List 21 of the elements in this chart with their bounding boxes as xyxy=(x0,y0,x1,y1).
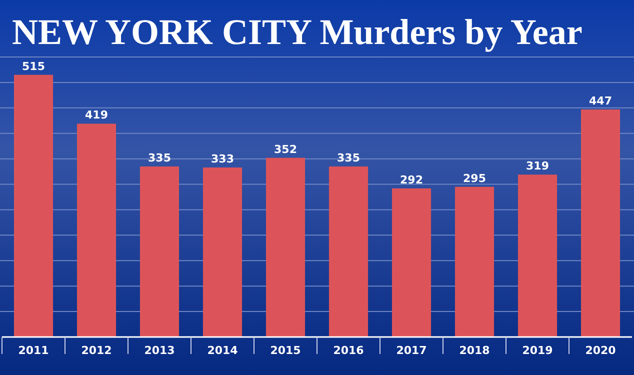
x-tick-label: 2018 xyxy=(459,344,490,357)
x-tick-label: 2011 xyxy=(18,344,49,357)
x-tick-label: 2013 xyxy=(144,344,175,357)
data-label: 335 xyxy=(337,151,360,164)
x-tick-label: 2012 xyxy=(81,344,112,357)
x-tick-label: 2019 xyxy=(522,344,553,357)
data-label: 352 xyxy=(274,142,297,156)
x-tick-label: 2015 xyxy=(270,344,301,357)
data-label: 319 xyxy=(526,160,549,173)
x-tick-label: 2017 xyxy=(396,344,427,357)
x-tick-label: 2014 xyxy=(207,344,238,357)
x-tick-label: 2020 xyxy=(585,344,616,357)
data-label: 515 xyxy=(22,60,45,73)
data-label: 447 xyxy=(589,94,612,108)
data-label: 292 xyxy=(400,173,423,186)
data-label: 333 xyxy=(211,152,234,166)
chart-title: NEW YORK CITY Murders by Year xyxy=(12,12,582,52)
data-label: 335 xyxy=(148,151,171,164)
x-tick-label: 2016 xyxy=(333,344,364,357)
data-label: 295 xyxy=(463,172,486,185)
data-label: 419 xyxy=(85,108,108,122)
